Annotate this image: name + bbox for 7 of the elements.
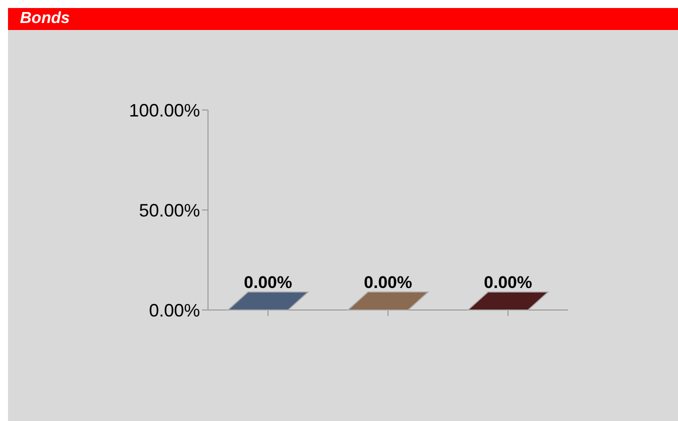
- y-tick-label: 0.00%: [148, 300, 200, 320]
- y-tick-label: 100.00%: [128, 100, 200, 120]
- data-label: 0.00%: [484, 273, 532, 292]
- text: Bonds: [8, 8, 678, 30]
- y-tick-label: 50.00%: [138, 200, 200, 220]
- data-label: 0.00%: [244, 273, 292, 292]
- data-label: 0.00%: [364, 273, 412, 292]
